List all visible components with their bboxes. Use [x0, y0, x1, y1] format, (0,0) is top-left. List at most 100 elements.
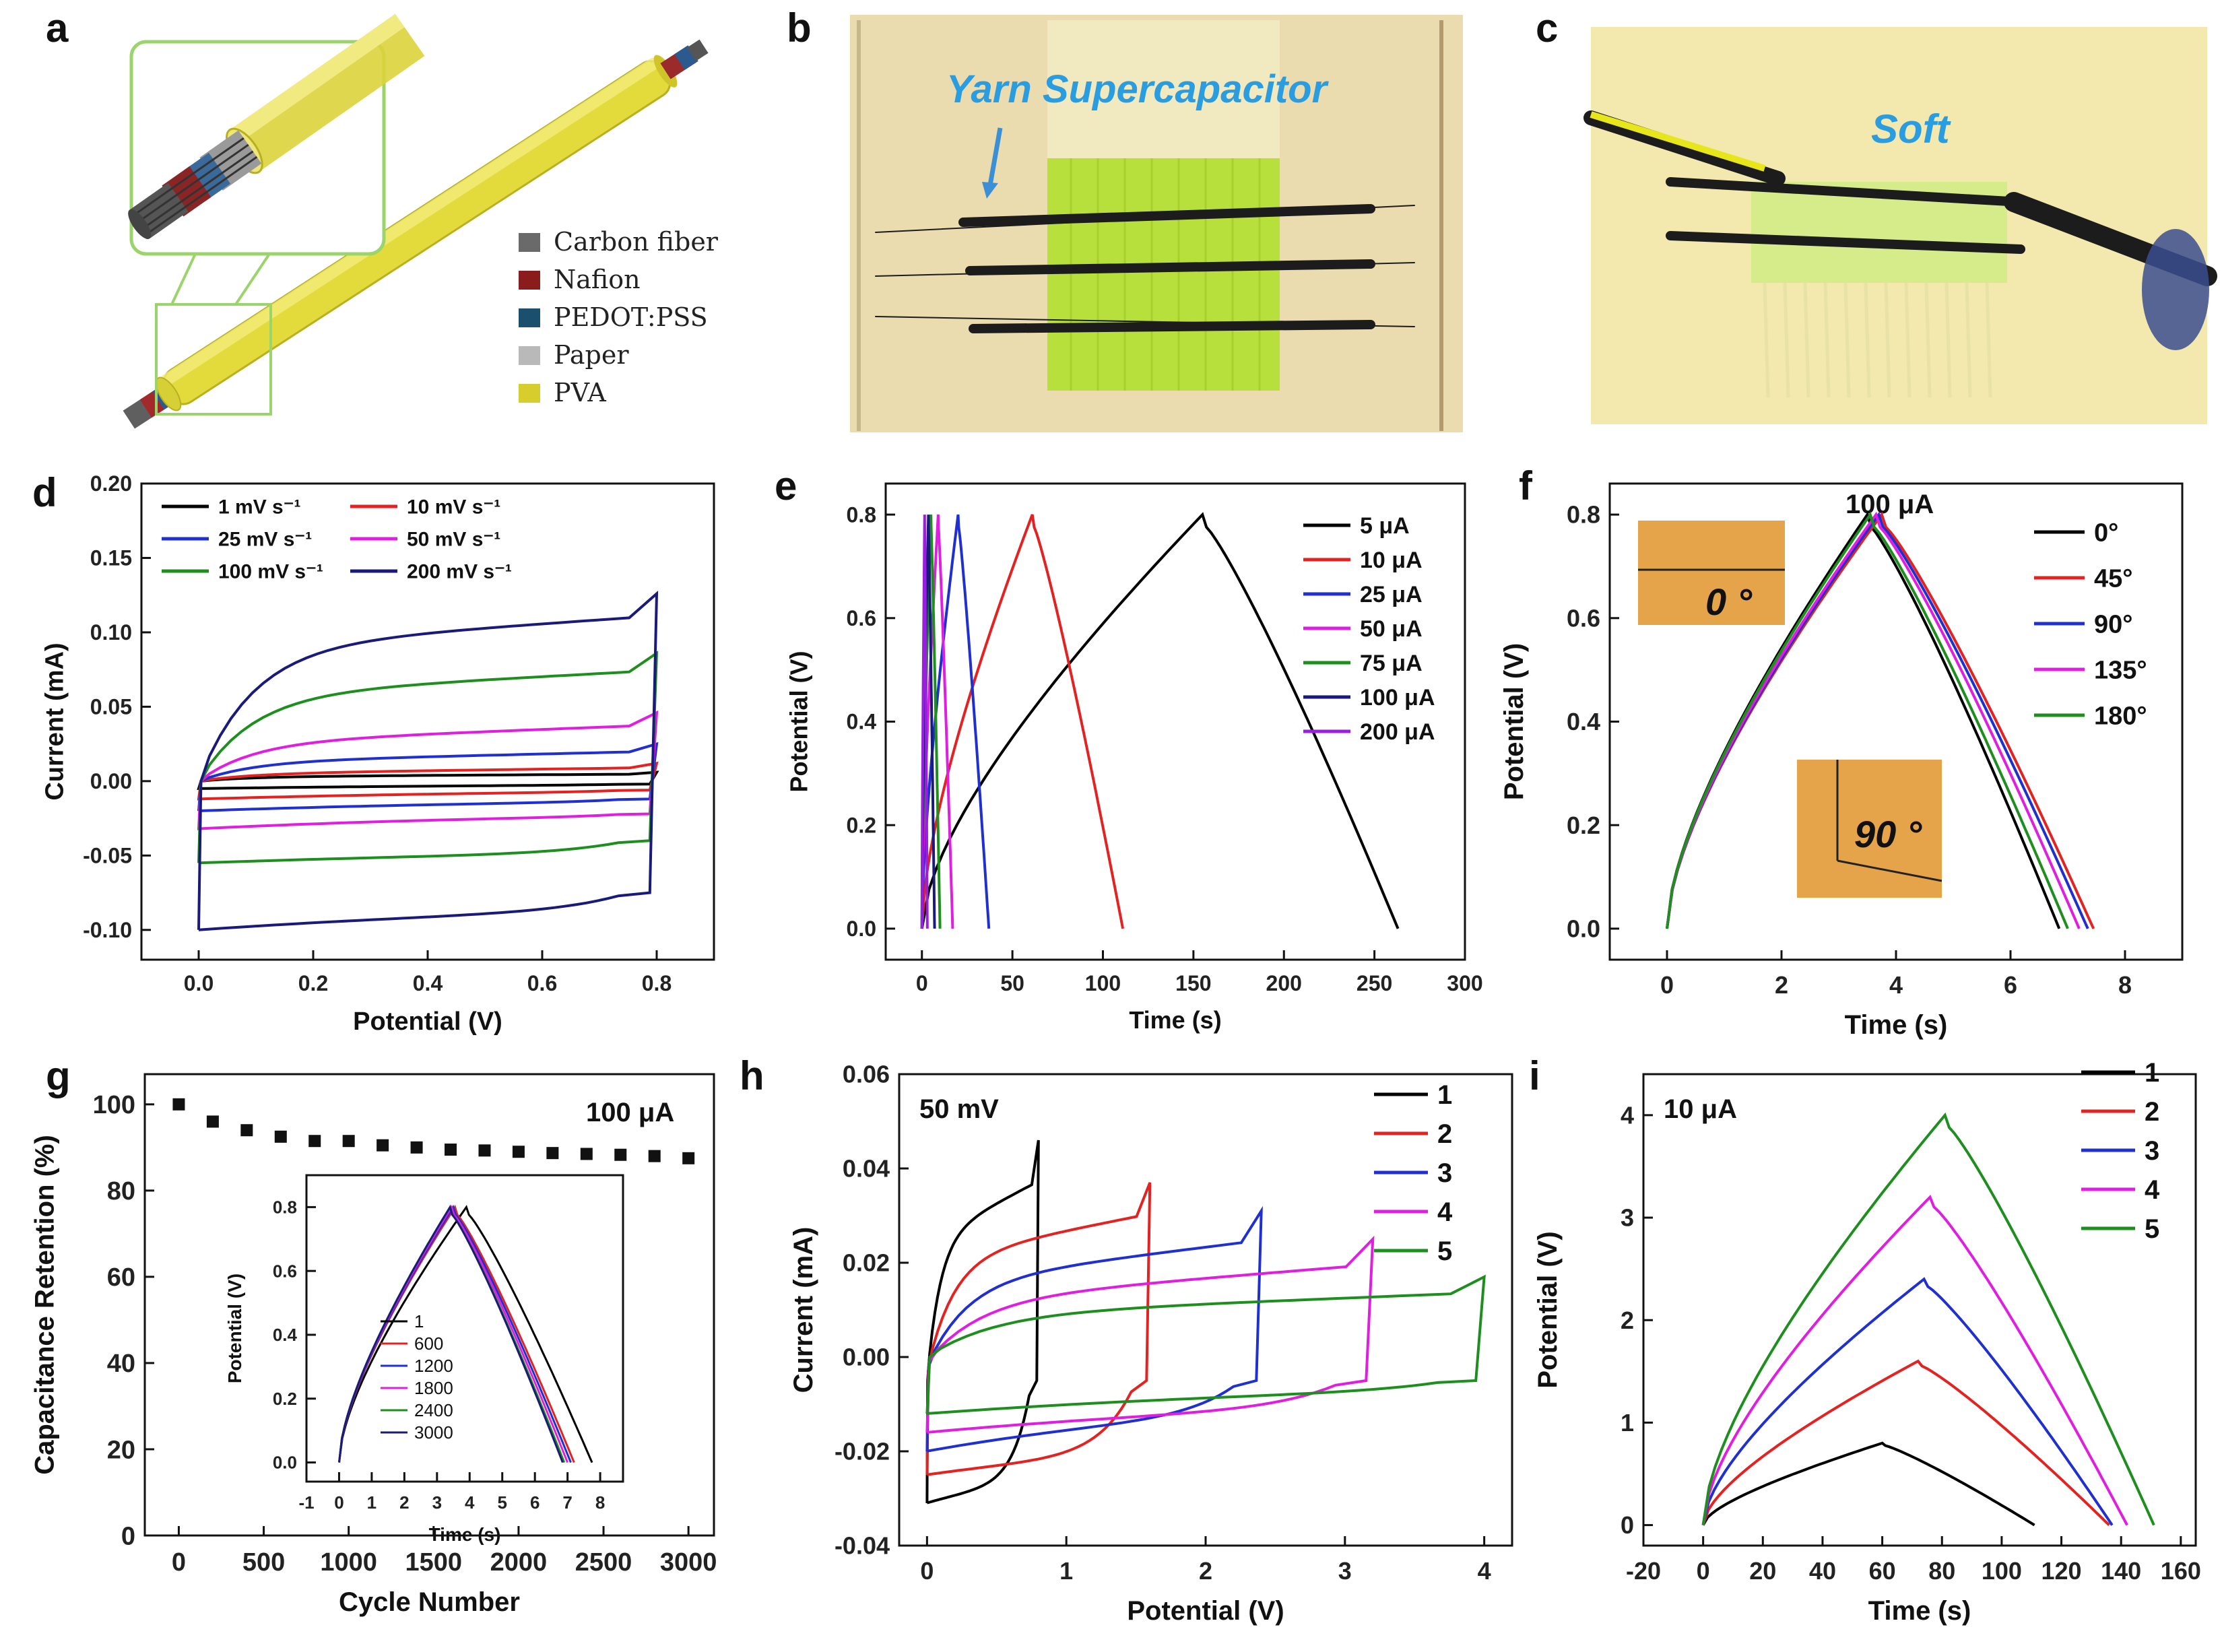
g-inset-legend-label-600: 600 [414, 1333, 443, 1354]
h-ytick-label: 0.06 [843, 1061, 890, 1088]
g-xtick-label: 2000 [490, 1548, 548, 1577]
i-ylabel: Potential (V) [1533, 1231, 1563, 1388]
g-inset-ytick-label: 0.6 [273, 1261, 297, 1281]
f-inset-photo-1 [1797, 760, 1942, 898]
h-title: 50 mV [919, 1094, 999, 1124]
f-inset-angle-label-0: 0 ° [1705, 581, 1753, 623]
g-inset-xtick-label: 4 [465, 1492, 475, 1513]
i-xtick-label: -20 [1626, 1557, 1661, 1585]
f-ytick-label: 0.0 [1567, 915, 1600, 942]
d-ytick-label: 0.20 [90, 471, 132, 496]
g-ytick-label: 40 [107, 1350, 135, 1378]
g-xtick-label: 500 [242, 1548, 285, 1577]
green-fabric [1047, 158, 1280, 391]
d-legend-label-1-mv-s: 1 mV s⁻¹ [218, 496, 301, 519]
f-xtick-label: 4 [1889, 971, 1903, 999]
g-point [308, 1135, 321, 1148]
f-legend-label-180: 180° [2094, 702, 2147, 730]
h-legend-label-4: 4 [1437, 1197, 1453, 1227]
g-inset-series-3000 [338, 1204, 564, 1463]
i-legend-label-4: 4 [2145, 1175, 2160, 1205]
e-ytick-label: 0.4 [847, 710, 877, 734]
e-xtick-label: 300 [1447, 971, 1482, 995]
panel-letter-f: f [1519, 463, 1533, 508]
d-legend-label-50-mv-s: 50 mV s⁻¹ [407, 529, 500, 551]
e-ytick-label: 0.8 [847, 502, 876, 527]
chart-i-gcd-series: -20 0 20 40 60 80 100 120 140 160 0 1 2 3 4 Time (s) Pot… [1533, 1058, 2201, 1626]
g-inset-series-1200 [338, 1204, 572, 1463]
legend-label-carbon-fiber: Carbon fiber [554, 227, 719, 257]
i-xtick-label: 100 [1982, 1557, 2022, 1585]
g-inset-legend-label-1800: 1800 [414, 1378, 453, 1398]
d-series-50-mv-s [197, 710, 659, 830]
d-legend-label-25-mv-s: 25 mV s⁻¹ [218, 529, 312, 551]
legend-label-nafion: Nafion [554, 265, 641, 294]
f-inset-photo-0 [1638, 521, 1785, 625]
g-point [342, 1135, 355, 1148]
d-ytick-label: 0.05 [90, 695, 132, 719]
e-legend-label-50-a: 50 μA [1360, 616, 1423, 642]
i-ytick-label: 0 [1621, 1511, 1634, 1539]
d-ytick-label: -0.05 [83, 844, 132, 868]
h-ytick-label: 0.04 [843, 1155, 890, 1183]
g-inset-ytick-label: 0.0 [273, 1453, 297, 1473]
i-title: 10 μA [1664, 1094, 1737, 1124]
e-xtick-label: 200 [1266, 971, 1302, 995]
i-legend-label-3: 3 [2145, 1136, 2159, 1166]
h-xtick-label: 2 [1199, 1557, 1212, 1585]
panel-letter-e: e [775, 463, 797, 508]
i-ytick-label: 1 [1621, 1409, 1634, 1436]
g-inset-xtick-label: -1 [298, 1492, 314, 1513]
i-xtick-label: 60 [1869, 1557, 1896, 1585]
f-ylabel: Potential (V) [1499, 643, 1529, 800]
f-legend-label-45: 45° [2094, 564, 2132, 593]
i-xtick-label: 120 [2041, 1557, 2082, 1585]
g-ytick-label: 80 [107, 1177, 135, 1205]
d-xtick-label: 0.2 [298, 971, 328, 995]
g-plot-frame [143, 1073, 715, 1537]
g-ytick-label: 60 [107, 1263, 135, 1292]
panel-letter-i: i [1529, 1053, 1540, 1098]
g-xlabel: Cycle Number [339, 1587, 520, 1617]
g-point [240, 1124, 253, 1137]
g-point [377, 1139, 389, 1152]
panel-letter-a: a [46, 5, 69, 51]
h-xtick-label: 3 [1338, 1557, 1352, 1585]
d-series-10-mv-s [197, 761, 659, 801]
d-plot-frame [140, 482, 715, 961]
h-ytick-label: 0.00 [843, 1344, 890, 1371]
h-plot-frame [898, 1073, 1513, 1547]
gloved-hand [2142, 229, 2209, 350]
e-legend-label-10-a: 10 μA [1360, 548, 1423, 573]
d-legend-label-10-mv-s: 10 mV s⁻¹ [407, 496, 500, 519]
g-inset-xtick-label: 6 [530, 1492, 540, 1513]
f-inset-angle-label-1: 90 ° [1854, 813, 1922, 855]
d-series-25-mv-s [197, 741, 659, 812]
g-point [172, 1098, 185, 1111]
h-series-4 [925, 1235, 1375, 1434]
panel-letter-c: c [1536, 5, 1558, 51]
chart-h-cv-series: 0 1 2 3 4 -0.04 -0.02 0.00 0.02 0.04 0.06 Potential… [789, 1061, 1513, 1626]
i-xtick-label: 0 [1697, 1557, 1710, 1585]
f-legend-label-0: 0° [2094, 519, 2118, 547]
panel-letter-d: d [32, 470, 57, 515]
h-xtick-label: 1 [1059, 1557, 1073, 1585]
g-point [580, 1148, 593, 1160]
i-series-5 [1701, 1112, 2155, 1526]
e-series-10-a [920, 514, 1125, 929]
i-series-4 [1701, 1195, 2128, 1526]
pointer-arrow [987, 127, 1003, 186]
i-plot-frame [1642, 1073, 2197, 1547]
d-ytick-label: -0.10 [83, 918, 132, 942]
h-ytick-label: -0.04 [835, 1532, 890, 1560]
g-point [546, 1147, 559, 1160]
i-series-3 [1701, 1277, 2114, 1526]
h-series-2 [925, 1182, 1152, 1476]
e-series-5-a [920, 512, 1400, 929]
yarn-lines [875, 204, 1415, 333]
h-xlabel: Potential (V) [1127, 1596, 1284, 1626]
chart-g-cycling-retention: 0 500 1000 1500 2000 2500 3000020406080100Cycl… [30, 1073, 717, 1617]
i-legend-label-1: 1 [2145, 1058, 2159, 1088]
g-ytick-label: 20 [107, 1436, 135, 1464]
